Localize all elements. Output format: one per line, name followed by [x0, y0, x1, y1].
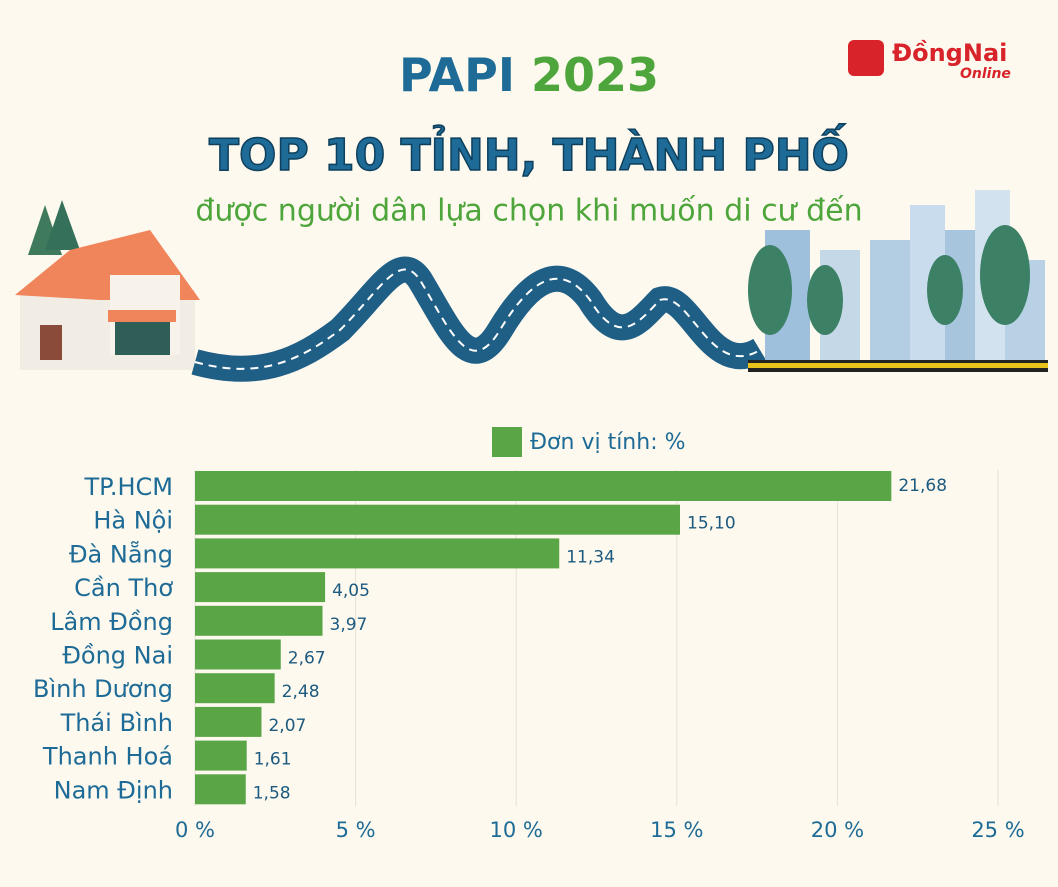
chart-subtitle: TOP 10 TỈNH, THÀNH PHỐ [209, 123, 849, 181]
bar [195, 572, 326, 603]
legend-swatch [492, 427, 522, 457]
value-label: 21,68 [898, 476, 947, 496]
y-tick-label: Bình Dương [33, 675, 173, 703]
bar [195, 639, 281, 670]
y-tick-label: TP.HCM [83, 473, 173, 501]
y-tick-label: Thanh Hoá [42, 743, 173, 771]
value-label: 4,05 [332, 581, 370, 601]
y-tick-label: Hà Nội [93, 507, 173, 535]
value-label: 11,34 [566, 547, 615, 567]
value-label: 3,97 [330, 615, 368, 635]
house-illustration [15, 200, 200, 370]
y-tick-label: Đồng Nai [62, 642, 173, 670]
plot: 0 % 5 % 10 % 15 % 20 % 25 % Đơn vị tính: % TP.H… [33, 427, 1025, 842]
x-tick-label: 15 % [650, 818, 703, 842]
x-tick-label: 25 % [971, 818, 1024, 842]
bar [195, 605, 323, 636]
logo-suffix: Online [960, 66, 1011, 82]
value-label: 2,67 [288, 649, 326, 669]
bar [195, 538, 560, 569]
x-tick-label: 5 % [336, 818, 376, 842]
x-tick-label: 20 % [811, 818, 864, 842]
value-label: 2,07 [268, 716, 306, 736]
x-tick-label: 0 % [175, 818, 215, 842]
title-part: PAPI [399, 48, 515, 102]
bar [195, 706, 262, 737]
road-line [194, 268, 761, 370]
value-label: 1,58 [253, 783, 291, 803]
bar [195, 504, 681, 535]
chart-title: PAPI 2023 [399, 48, 659, 102]
bar [195, 740, 247, 771]
y-tick-label: Thái Bình [60, 709, 173, 737]
bar [195, 774, 246, 805]
y-tick-label: Nam Định [54, 776, 173, 804]
y-tick-label: Cần Thơ [74, 574, 173, 602]
bar [195, 673, 275, 704]
y-tick-label: Đà Nẵng [69, 539, 173, 568]
chart-subtitle-2: được người dân lựa chọn khi muốn di cư đ… [195, 194, 862, 229]
bar [195, 471, 892, 501]
x-tick-label: 10 % [490, 818, 543, 842]
value-label: 2,48 [282, 682, 320, 702]
city-illustration [748, 190, 1048, 372]
value-label: 15,10 [687, 514, 736, 534]
logo: ĐồngNai Online [848, 39, 1011, 82]
y-tick-label: Lâm Đồng [50, 608, 173, 636]
title-part: 2023 [531, 48, 659, 102]
logo-icon [848, 40, 884, 76]
value-label: 1,61 [254, 750, 292, 770]
legend-label: Đơn vị tính: % [530, 430, 686, 455]
logo-name: ĐồngNai [892, 39, 1007, 67]
